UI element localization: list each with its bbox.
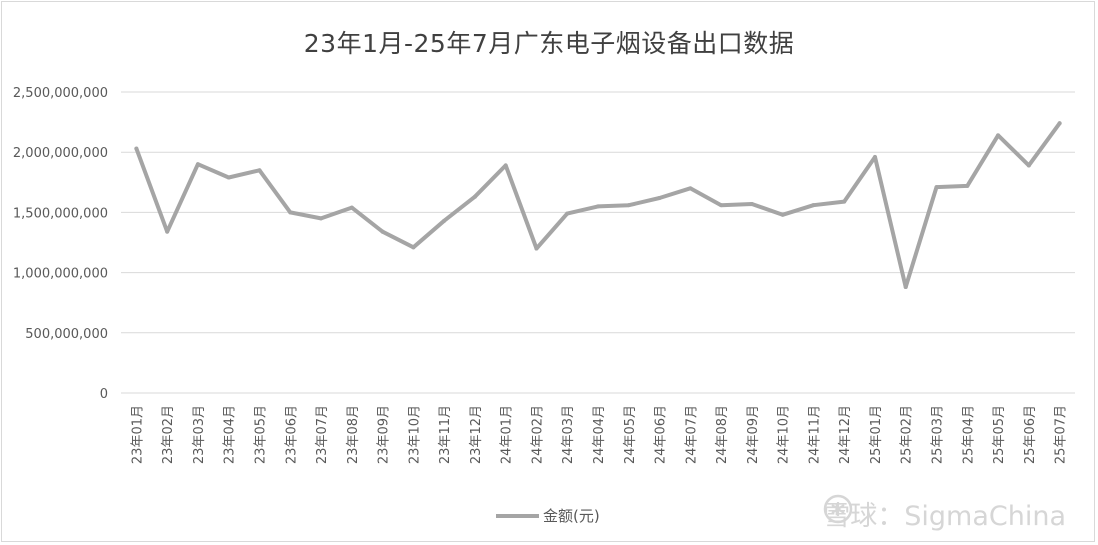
x-tick-label: 24年05月 <box>623 405 638 464</box>
gridlines <box>121 91 1075 394</box>
y-tick-label: 500,000,000 <box>25 327 108 342</box>
x-tick-label: 25年03月 <box>931 405 946 464</box>
x-tick-label: 24年12月 <box>838 405 853 464</box>
x-tick-label: 23年03月 <box>192 405 207 464</box>
x-tick-label: 24年06月 <box>654 405 669 464</box>
data-point <box>195 162 200 167</box>
legend: 金额(元) <box>496 507 600 525</box>
data-point <box>349 205 354 210</box>
x-axis-ticks: 23年01月 23年02月 23年03月 23年04月 23年05月 23年06月 23年0… <box>130 405 1068 464</box>
x-tick-label: 23年12月 <box>469 405 484 464</box>
data-point <box>688 186 693 191</box>
y-axis-ticks: 0 500,000,000 1,000,000,000 1,500,000,000 2,… <box>13 86 108 402</box>
watermark-text: 雪球：SigmaChina <box>823 501 1066 532</box>
x-tick-label: 23年01月 <box>130 405 145 464</box>
x-tick-label: 25年06月 <box>1023 405 1038 464</box>
data-point <box>1026 163 1031 168</box>
data-point <box>411 245 416 250</box>
data-point <box>903 285 908 290</box>
x-tick-label: 23年11月 <box>438 405 453 464</box>
data-point <box>380 229 385 234</box>
x-tick-label: 24年10月 <box>777 405 792 464</box>
y-tick-label: 2,000,000,000 <box>13 146 108 161</box>
xueqiu-snowball-icon <box>824 494 853 524</box>
x-tick-label: 24年07月 <box>684 405 699 464</box>
x-tick-label: 24年01月 <box>500 405 515 464</box>
x-tick-label: 24年02月 <box>530 405 545 464</box>
data-point <box>780 212 785 217</box>
x-tick-label: 24年08月 <box>715 405 730 464</box>
data-point <box>534 246 539 251</box>
data-point <box>472 194 477 199</box>
x-tick-label: 23年08月 <box>346 405 361 464</box>
data-point <box>1057 121 1062 126</box>
x-tick-label: 23年09月 <box>377 405 392 464</box>
data-point <box>811 203 816 208</box>
data-point <box>719 203 724 208</box>
x-tick-label: 24年11月 <box>807 405 822 464</box>
data-point <box>442 218 447 223</box>
data-point <box>996 133 1001 138</box>
x-tick-label: 25年02月 <box>900 405 915 464</box>
x-tick-label: 23年07月 <box>315 405 330 464</box>
x-tick-label: 25年01月 <box>869 405 884 464</box>
data-point <box>257 168 262 173</box>
y-tick-label: 1,000,000,000 <box>13 267 108 282</box>
data-point <box>226 175 231 180</box>
data-point <box>842 199 847 204</box>
x-tick-label: 24年09月 <box>746 405 761 464</box>
data-point <box>965 183 970 188</box>
x-tick-label: 23年06月 <box>284 405 299 464</box>
data-point <box>596 204 600 209</box>
x-tick-label: 23年10月 <box>407 405 422 464</box>
data-point <box>872 155 877 160</box>
data-point <box>503 163 508 168</box>
chart-title: 23年1月-25年7月广东电子烟设备出口数据 <box>303 29 795 58</box>
series-layer <box>134 121 1062 290</box>
x-tick-label: 24年04月 <box>592 405 607 464</box>
data-point <box>288 210 293 215</box>
x-tick-label: 23年02月 <box>161 405 176 464</box>
x-tick-label: 25年04月 <box>961 405 976 464</box>
y-tick-label: 2,500,000,000 <box>13 86 108 101</box>
data-point <box>749 201 754 206</box>
data-point <box>134 146 139 151</box>
data-point <box>565 211 570 216</box>
data-point <box>657 195 662 200</box>
data-point <box>934 185 939 190</box>
x-tick-label: 23年05月 <box>253 405 268 464</box>
y-tick-label: 1,500,000,000 <box>13 206 108 221</box>
legend-label: 金额(元) <box>543 507 600 525</box>
watermark: 雪球：SigmaChina <box>823 494 1066 533</box>
x-tick-label: 25年07月 <box>1054 405 1069 464</box>
data-point <box>319 216 324 221</box>
y-tick-label: 0 <box>100 387 108 402</box>
data-point <box>626 203 631 208</box>
data-point <box>165 229 170 234</box>
x-tick-label: 23年04月 <box>223 405 238 464</box>
x-tick-label: 25年05月 <box>992 405 1007 464</box>
x-tick-label: 24年03月 <box>561 405 576 464</box>
